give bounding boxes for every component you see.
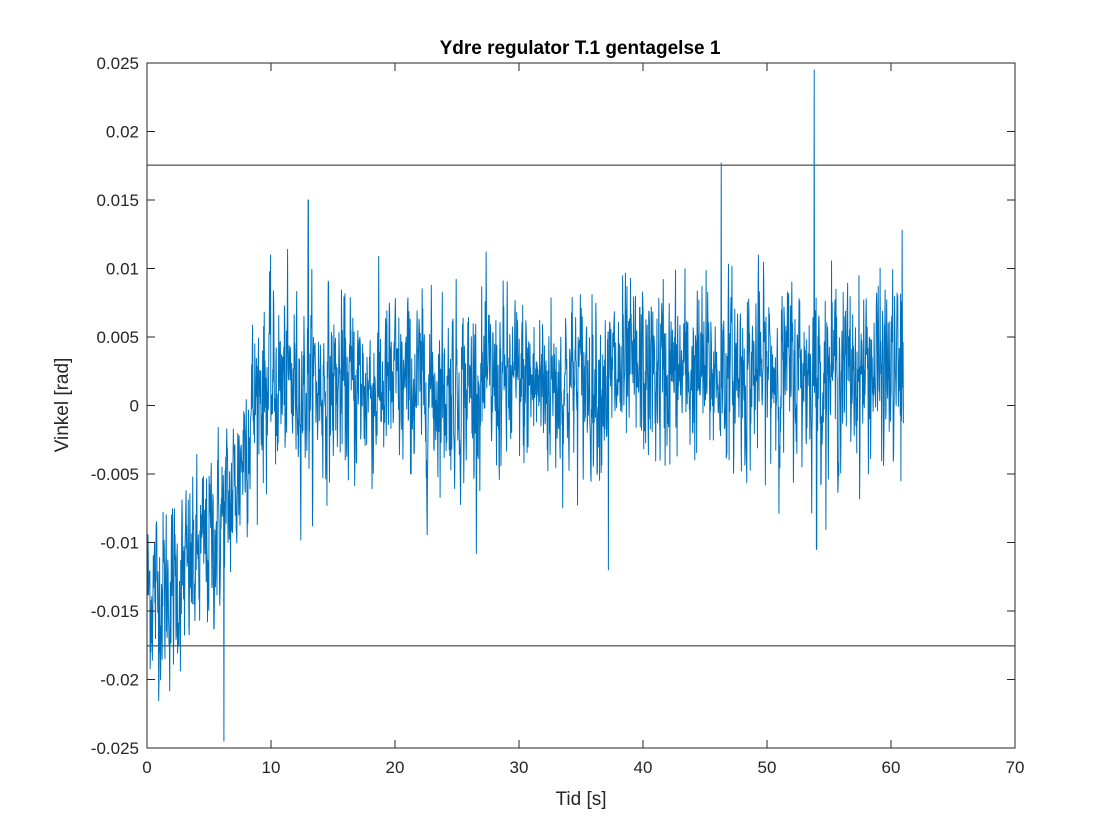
series-line-signal: [146, 69, 904, 742]
x-tick-label: 40: [634, 758, 653, 777]
x-tick-label: 70: [1006, 758, 1025, 777]
reference-lines: [147, 164, 1015, 647]
x-axis-label: Tid [s]: [555, 789, 606, 810]
x-tick-label: 50: [758, 758, 777, 777]
y-tick-label: 0.025: [96, 54, 139, 73]
chart-title: Ydre regulator T.1 gentagelse 1: [440, 38, 721, 59]
y-tick-label: 0.015: [96, 191, 139, 210]
plot-area: [146, 62, 1016, 749]
y-tick-label: -0.01: [100, 534, 139, 553]
x-tick-label: 10: [262, 758, 281, 777]
y-tick-label: -0.025: [91, 739, 139, 758]
x-tick-label: 20: [386, 758, 405, 777]
y-tick-label: 0.02: [106, 123, 139, 142]
y-tick-label: -0.005: [91, 465, 139, 484]
y-tick-label: 0.01: [106, 260, 139, 279]
x-tick-label: 60: [882, 758, 901, 777]
x-tick-label: 0: [142, 758, 151, 777]
x-tick-label: 30: [510, 758, 529, 777]
y-tick-label: -0.015: [91, 602, 139, 621]
y-tick-label: -0.02: [100, 671, 139, 690]
y-tick-label: 0: [130, 397, 139, 416]
x-axis: 0 10 20 30 40 50 60 70: [142, 63, 1024, 777]
y-tick-label: 0.005: [96, 328, 139, 347]
y-axis: 0.025 0.02 0.015 0.01 0.005 0 -0.005 -0.01 -0.01…: [91, 54, 1015, 758]
y-axis-label: Vinkel [rad]: [52, 358, 73, 453]
